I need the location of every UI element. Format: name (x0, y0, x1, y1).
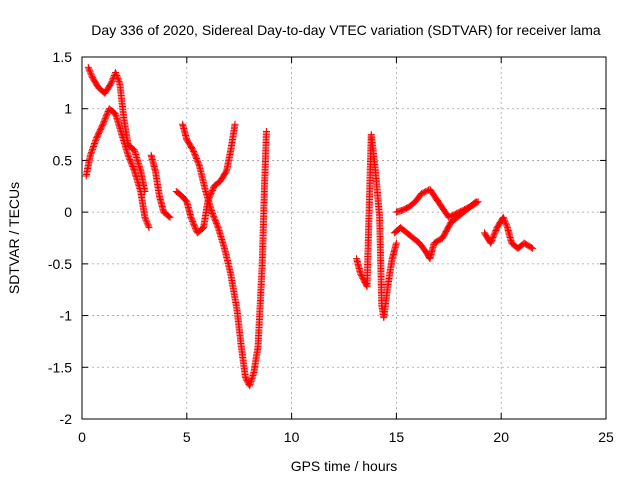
data-point (502, 219, 510, 227)
data-point (500, 215, 508, 223)
x-tick-label: 10 (284, 429, 300, 445)
data-point (141, 187, 149, 195)
y-tick-label: 0.5 (53, 152, 73, 168)
y-tick-label: -1 (60, 308, 73, 324)
data-point (143, 218, 151, 226)
data-point (87, 69, 95, 77)
data-point (392, 239, 400, 247)
data-point (87, 150, 95, 158)
data-point (85, 66, 93, 74)
data-point (85, 65, 93, 73)
data-point (113, 71, 121, 79)
data-point (112, 70, 120, 78)
data-point (166, 213, 174, 221)
data-point (471, 199, 479, 207)
data-point (87, 148, 95, 156)
data-point (86, 68, 94, 76)
data-point (145, 224, 153, 232)
data-point (91, 140, 99, 148)
y-axis-label: SDTVAR / TECUs (6, 182, 22, 294)
data-point (113, 73, 121, 81)
x-tick-label: 5 (183, 429, 191, 445)
x-tick-label: 25 (598, 429, 614, 445)
data-point (214, 222, 222, 230)
data-points (82, 63, 537, 390)
data-point (142, 216, 150, 224)
data-point (502, 221, 510, 229)
data-point (472, 198, 480, 206)
data-point (88, 147, 96, 155)
y-tick-label: -2 (60, 411, 73, 427)
chart-title: Day 336 of 2020, Sidereal Day-to-day VTE… (91, 22, 601, 38)
data-point (112, 69, 120, 77)
data-point (499, 213, 507, 221)
data-point (115, 76, 123, 84)
data-point (195, 160, 203, 168)
data-point (141, 213, 149, 221)
data-point (107, 79, 115, 87)
x-axis-label: GPS time / hours (291, 458, 398, 474)
data-point (503, 222, 511, 230)
data-point (144, 221, 152, 229)
data-point (262, 127, 270, 135)
data-point (529, 244, 537, 252)
data-point (84, 63, 92, 71)
data-point (86, 151, 94, 159)
data-point (92, 137, 100, 145)
data-point (90, 141, 98, 149)
data-point (114, 74, 122, 82)
data-point (109, 76, 117, 84)
data-point (231, 120, 239, 128)
axis-ticks: 0 5 10 15 20 25 -2 -1.5 -1 -0.5 0 0.5 1 1.5 (48, 49, 614, 445)
x-tick-label: 20 (493, 429, 509, 445)
data-point (141, 215, 149, 223)
x-tick-label: 15 (389, 429, 405, 445)
y-tick-label: -0.5 (48, 256, 72, 272)
x-tick-label: 0 (78, 429, 86, 445)
plot-frame (81, 56, 607, 420)
grid-lines (82, 57, 606, 419)
data-point (130, 165, 138, 173)
data-point (143, 219, 151, 227)
data-point (165, 212, 173, 220)
data-point (144, 222, 152, 230)
data-point (500, 216, 508, 224)
y-tick-label: 0 (64, 204, 72, 220)
y-tick-label: -1.5 (48, 359, 72, 375)
data-point (115, 77, 123, 85)
data-point (527, 244, 535, 252)
data-point (88, 145, 96, 153)
y-tick-label: 1 (64, 101, 72, 117)
data-point (501, 218, 509, 226)
data-point (87, 71, 95, 79)
data-point (91, 138, 99, 146)
y-tick-label: 1.5 (53, 49, 73, 65)
data-point (89, 144, 97, 152)
data-point (108, 77, 116, 85)
data-point (90, 142, 98, 150)
